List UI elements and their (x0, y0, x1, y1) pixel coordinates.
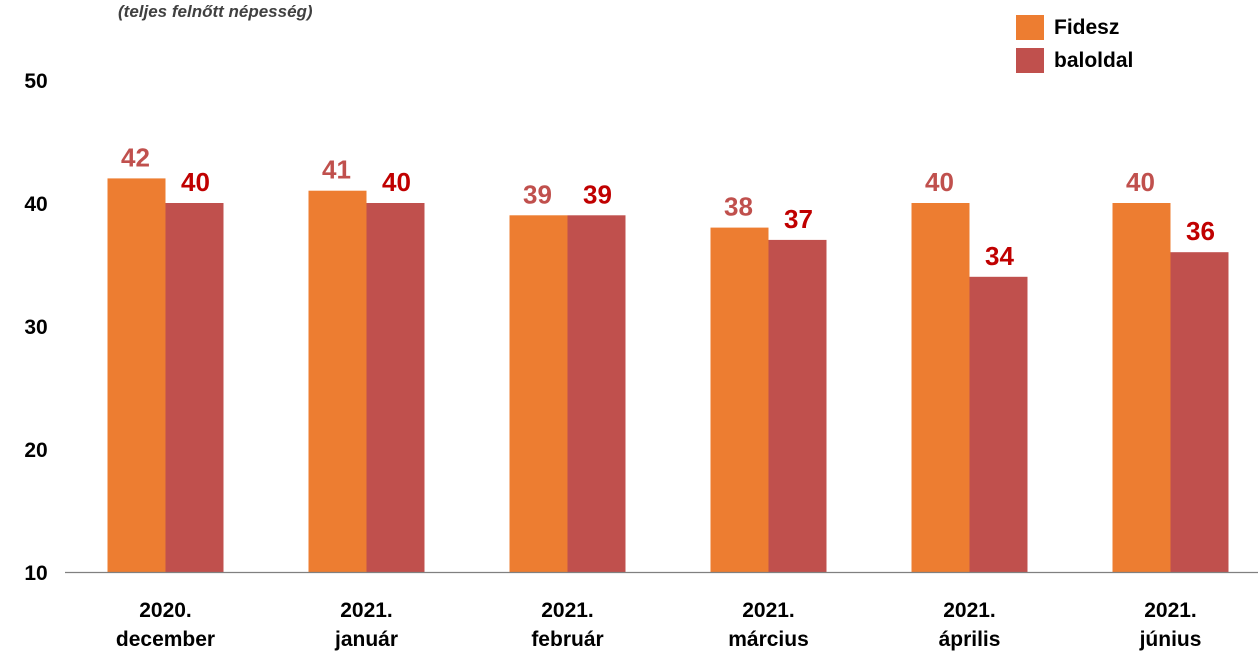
data-label-baloldal: 34 (985, 241, 1014, 271)
y-tick-label: 30 (24, 316, 47, 339)
bars (107, 178, 1229, 573)
y-tick-label: 10 (24, 562, 47, 585)
bar-fidesz (710, 227, 769, 572)
data-label-fidesz: 40 (925, 167, 954, 197)
data-label-baloldal: 36 (1186, 216, 1215, 246)
bar-fidesz (509, 215, 568, 573)
data-label-baloldal: 40 (382, 167, 411, 197)
legend-label-baloldal: baloldal (1054, 49, 1133, 72)
x-axis: 2020. december 2021. január 2021. február 2021… (65, 571, 1258, 651)
data-label-fidesz: 41 (322, 155, 351, 185)
legend-label-fidesz: Fidesz (1054, 16, 1119, 39)
data-label-fidesz: 42 (121, 142, 150, 172)
x-tick-month: december (116, 628, 215, 651)
y-tick-label: 20 (24, 439, 47, 462)
legend-swatch-baloldal (1016, 48, 1044, 73)
x-tick-month: február (531, 628, 603, 651)
bar-fidesz (911, 203, 970, 572)
data-label-baloldal: 40 (181, 167, 210, 197)
data-label-baloldal: 37 (784, 204, 813, 234)
bar-baloldal (1170, 252, 1229, 572)
x-tick-month: június (1139, 628, 1202, 651)
data-label-fidesz: 39 (523, 179, 552, 209)
bar-baloldal (366, 203, 425, 572)
y-tick-label: 40 (24, 193, 47, 216)
x-tick-year: 2021. (1144, 599, 1197, 622)
data-label-fidesz: 40 (1126, 167, 1155, 197)
legend-swatch-fidesz (1016, 15, 1044, 40)
x-tick-month: január (334, 628, 398, 651)
bar-baloldal (567, 215, 626, 573)
bar-baloldal (768, 239, 827, 572)
data-labels: 42 40 41 40 39 39 38 37 40 34 40 36 (121, 142, 1215, 270)
y-axis: 10 20 30 40 50 (24, 70, 47, 585)
data-label-fidesz: 38 (724, 192, 753, 222)
bar-fidesz (308, 190, 367, 572)
bar-baloldal (165, 203, 224, 572)
legend: Fidesz baloldal (1016, 15, 1133, 73)
x-tick-year: 2021. (340, 599, 393, 622)
data-label-baloldal: 39 (583, 179, 612, 209)
bar-fidesz (1112, 203, 1171, 572)
bar-baloldal (969, 276, 1028, 572)
x-tick-year: 2021. (742, 599, 795, 622)
bar-fidesz (107, 178, 166, 572)
x-tick-month: március (728, 628, 809, 651)
x-tick-year: 2021. (541, 599, 594, 622)
x-tick-year: 2020. (139, 599, 192, 622)
x-tick-month: április (939, 628, 1001, 651)
y-tick-label: 50 (24, 70, 47, 93)
x-tick-year: 2021. (943, 599, 996, 622)
chart-subtitle: (teljes felnőtt népesség) (118, 2, 313, 21)
